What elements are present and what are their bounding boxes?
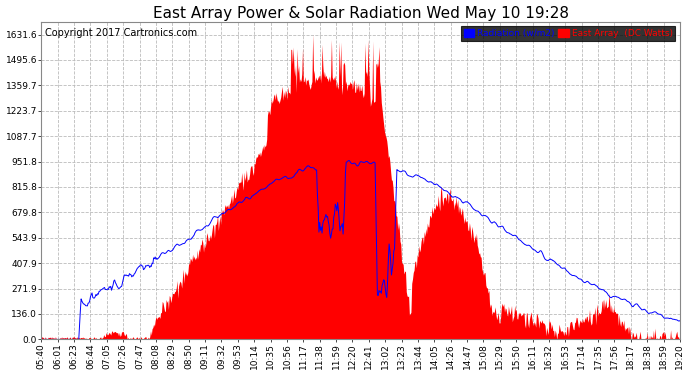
Text: Copyright 2017 Cartronics.com: Copyright 2017 Cartronics.com	[45, 28, 197, 38]
Title: East Array Power & Solar Radiation Wed May 10 19:28: East Array Power & Solar Radiation Wed M…	[152, 6, 569, 21]
Legend: Radiation (w/m2), East Array  (DC Watts): Radiation (w/m2), East Array (DC Watts)	[461, 26, 676, 40]
